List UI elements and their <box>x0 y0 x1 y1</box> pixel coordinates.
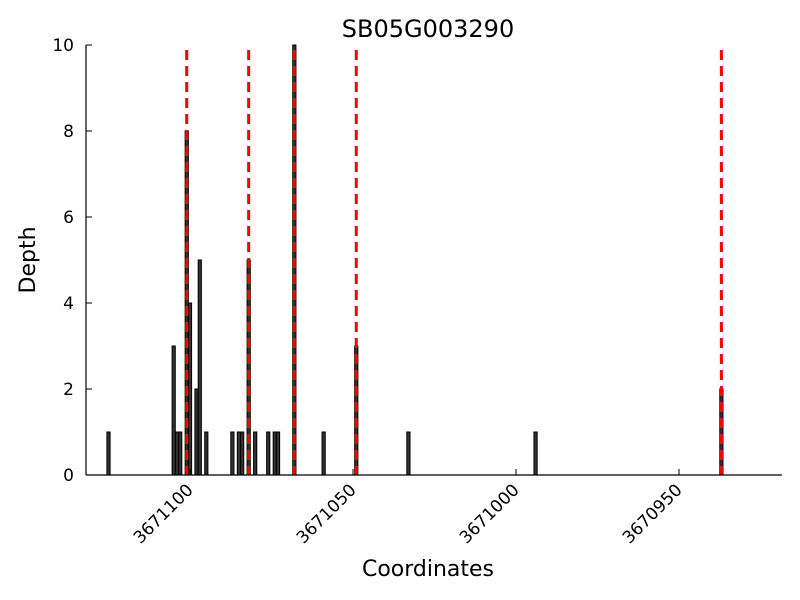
bar-9 <box>230 431 235 476</box>
bar-7 <box>197 259 202 476</box>
bar-1 <box>171 345 176 476</box>
x-tick-label-0: 3671100 <box>130 480 198 548</box>
y-tick-label-4: 8 <box>63 122 74 142</box>
bar-14 <box>266 431 271 476</box>
y-ticks: 0 2 4 6 8 10 <box>52 36 92 486</box>
bar-10 <box>236 431 242 476</box>
bar-0 <box>106 431 111 476</box>
marker-lines <box>185 50 723 475</box>
y-tick-label-0: 0 <box>63 466 74 486</box>
x-axis-label: Coordinates <box>362 557 494 582</box>
x-ticks: 3671100 3671050 3671000 3670950 <box>130 469 687 548</box>
y-tick-label-2: 4 <box>63 294 74 314</box>
bar-3 <box>178 431 183 476</box>
bar-15 <box>272 431 277 476</box>
bar-18 <box>321 431 326 476</box>
bar-22 <box>719 388 724 476</box>
y-tick-label-3: 6 <box>63 208 74 228</box>
x-tick-label-2: 3671000 <box>456 480 524 548</box>
bar-21 <box>533 431 538 476</box>
x-tick-label-1: 3671050 <box>293 480 361 548</box>
bar-16 <box>275 431 281 476</box>
y-axis-label: Depth <box>16 226 41 293</box>
chart-title: SB05G003290 <box>342 15 514 43</box>
bar-5 <box>187 302 193 476</box>
bar-13 <box>253 431 258 476</box>
bar-6 <box>194 388 199 476</box>
bar-20 <box>406 431 411 476</box>
bar-2 <box>174 431 180 476</box>
y-tick-label-5: 10 <box>52 36 74 56</box>
y-tick-label-1: 2 <box>63 380 74 400</box>
bar-series <box>106 44 724 476</box>
axes <box>85 45 782 476</box>
bar-11 <box>240 431 245 476</box>
x-tick-label-3: 3670950 <box>619 480 687 548</box>
bar-8 <box>204 431 209 476</box>
